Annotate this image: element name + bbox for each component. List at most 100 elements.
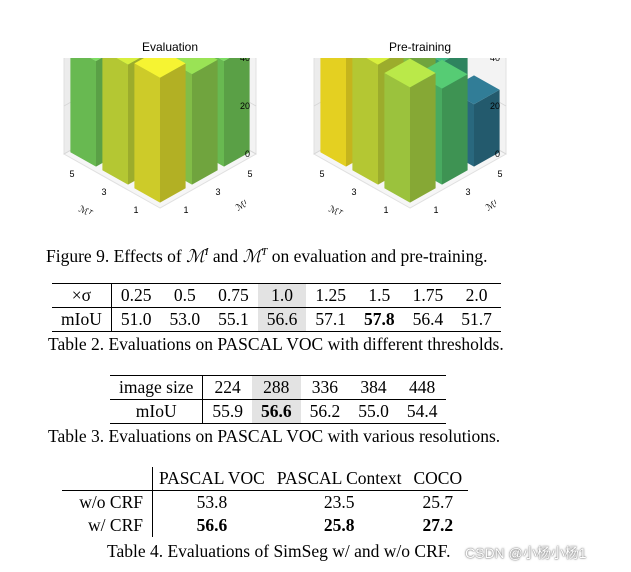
table-cell: 56.4	[403, 307, 453, 332]
plot-title-evaluation: Evaluation	[141, 40, 199, 54]
z-tick-label: 20	[490, 101, 500, 111]
table-row: w/o CRF 53.8 23.5 25.7	[62, 490, 468, 514]
table-row: mIoU 55.9 56.6 56.2 55.0 54.4	[110, 399, 447, 424]
table-row: w/ CRF 56.6 25.8 27.2	[62, 514, 468, 537]
table-row: ×σ 0.25 0.5 0.75 1.0 1.25 1.5 1.75 2.0	[52, 283, 501, 308]
table-3-caption: Table 3. Evaluations on PASCAL VOC with …	[48, 426, 501, 446]
watermark: CSDN @小杨小杨1	[465, 545, 587, 561]
x-tick-label: 5	[69, 169, 74, 179]
bar-face-right	[102, 58, 128, 185]
y-axis-label: ℳᴵ	[484, 198, 499, 212]
table-cell: 57.1	[306, 307, 355, 332]
y-tick-label: 5	[247, 169, 252, 179]
table-4: PASCAL VOC PASCAL Context COCO w/o CRF 5…	[62, 467, 469, 537]
bar-face-top	[134, 58, 186, 78]
table-cell: 53.8	[196, 492, 228, 512]
table-cell: 384	[349, 375, 398, 400]
row-header: w/o CRF	[62, 490, 153, 514]
x-axis-label: ℳᵀ	[77, 204, 94, 219]
x-tick-label: 3	[101, 187, 106, 197]
table-cell: 2.0	[452, 283, 501, 308]
row-header: image size	[110, 375, 204, 400]
bar-face-left	[160, 63, 186, 203]
bar-face-left	[410, 73, 436, 203]
bar-face-left	[474, 89, 500, 167]
bar-face-top	[366, 58, 390, 65]
column-header: PASCAL Context	[270, 467, 408, 491]
y-tick-label: 3	[215, 187, 220, 197]
row-header: w/ CRF	[62, 514, 153, 537]
table-cell: 25.8	[323, 515, 355, 535]
x-tick-label: 3	[351, 187, 356, 197]
x-axis-label: ℳᵀ	[327, 204, 344, 219]
bar-face-left	[224, 58, 250, 167]
table-cell: 448	[397, 375, 447, 400]
bar-face-right	[384, 73, 410, 203]
table-cell: 56.2	[300, 399, 350, 424]
table-cell: 23.5	[323, 492, 355, 512]
table-cell: 56.6	[251, 399, 301, 424]
table-cell: 56.6	[257, 307, 307, 332]
bar-face-right	[70, 58, 96, 167]
table-cell: 224	[202, 375, 252, 400]
table-row: image size 224 288 336 384 448	[110, 375, 447, 400]
row-header: mIoU	[52, 307, 112, 332]
table-cell: 55.0	[349, 399, 398, 424]
plot-title-pretraining: Pre-training	[388, 40, 452, 54]
bar-face-top	[90, 58, 102, 61]
bar-3d	[384, 58, 436, 203]
x-tick-label: 1	[133, 205, 138, 215]
table-cell: 53.0	[160, 307, 210, 332]
z-tick-label: 40	[490, 58, 500, 63]
table-cell: 55.1	[209, 307, 258, 332]
table-cell: 0.5	[160, 283, 210, 308]
z-tick-label: 40	[240, 58, 250, 63]
empty-corner	[62, 467, 153, 491]
figure-9-caption: Figure 9. Effects of ℳI and ℳT on evalua…	[46, 246, 488, 267]
y-tick-label: 1	[183, 205, 188, 215]
y-tick-label: 5	[497, 169, 502, 179]
table-cell: 1.75	[403, 283, 453, 308]
bar-face-right	[352, 58, 378, 185]
row-header: mIoU	[110, 399, 204, 424]
bar-face-left	[192, 59, 218, 185]
table-cell: 0.75	[209, 283, 258, 308]
pretraining-3d-bar-plot: 0 20 40 1 3 5 1 3 5 ℳᵀ ℳᴵ	[312, 58, 508, 219]
bar-face-right	[134, 63, 160, 203]
bar-face-top	[218, 58, 230, 61]
table-cell: 288	[251, 375, 301, 400]
table-cell: 0.25	[111, 283, 161, 308]
column-header: COCO	[407, 467, 469, 491]
bar-3d	[134, 58, 186, 203]
table-cell: 51.7	[452, 307, 501, 332]
z-tick-label: 0	[495, 149, 500, 159]
table-cell: 27.2	[422, 515, 454, 535]
table-cell: 51.0	[111, 307, 161, 332]
x-tick-label: 5	[319, 169, 324, 179]
z-tick-label: 20	[240, 101, 250, 111]
table-cell: 1.25	[306, 283, 355, 308]
bar-face-left	[442, 74, 468, 185]
table-row: mIoU 51.0 53.0 55.1 56.6 57.1 57.8 56.4 …	[52, 307, 501, 332]
table-cell: 1.0	[257, 283, 307, 308]
evaluation-3d-bar-plot: 0 20 40 1 3 5 1 3 5 ℳᵀ ℳᴵ	[62, 58, 258, 219]
table-row: PASCAL VOC PASCAL Context COCO	[62, 467, 469, 491]
y-axis-label: ℳᴵ	[234, 198, 249, 212]
table-cell: 54.4	[397, 399, 447, 424]
table-cell: 56.6	[196, 515, 228, 535]
table-cell: 336	[300, 375, 350, 400]
z-tick-label: 0	[245, 149, 250, 159]
row-header: ×σ	[52, 283, 112, 308]
column-header: PASCAL VOC	[152, 467, 271, 491]
bar-face-right	[320, 58, 346, 167]
y-tick-label: 3	[465, 187, 470, 197]
table-cell: 55.9	[202, 399, 252, 424]
y-tick-label: 1	[433, 205, 438, 215]
table-cell: 57.8	[354, 307, 404, 332]
bar-face-top	[116, 58, 140, 65]
table-2-caption: Table 2. Evaluations on PASCAL VOC with …	[48, 334, 504, 354]
table-cell: 1.5	[354, 283, 404, 308]
table-cell: 25.7	[422, 492, 454, 512]
bar-face-top	[384, 58, 436, 88]
x-tick-label: 1	[383, 205, 388, 215]
